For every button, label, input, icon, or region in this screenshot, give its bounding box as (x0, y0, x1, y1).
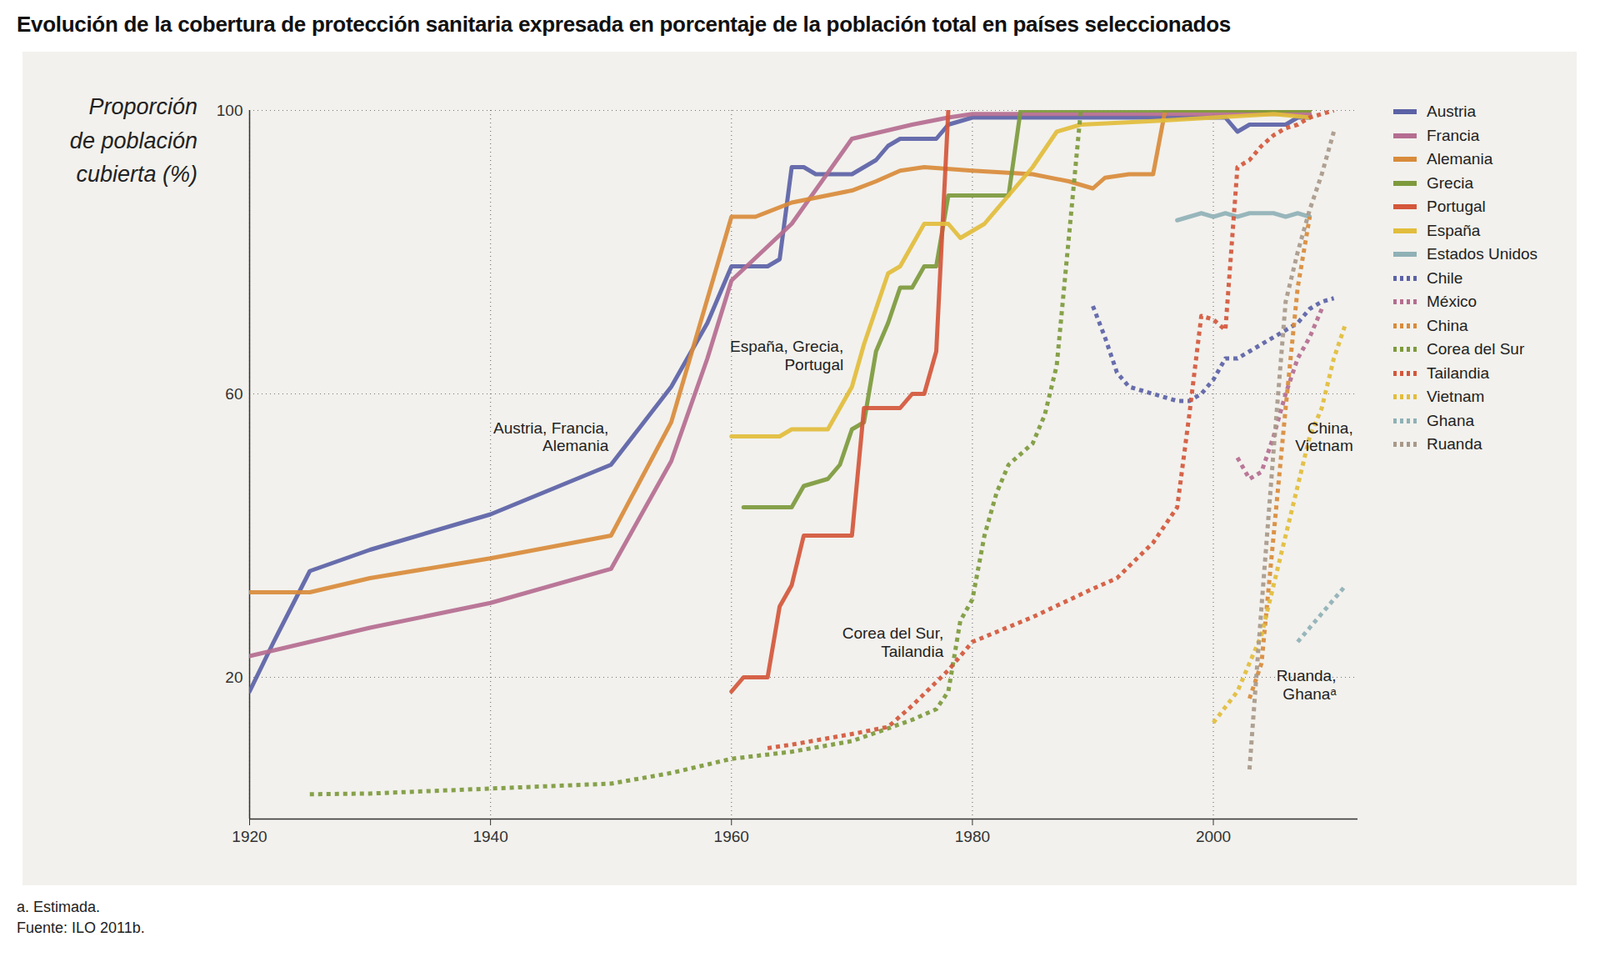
html-text:Fuente: ILO 2011b.: Fuente: ILO 2011b. (16, 919, 145, 936)
svg-text:2000: 2000 (1195, 827, 1231, 845)
svg-text:100: 100 (216, 101, 244, 120)
html-text:Grecia: Grecia (1426, 174, 1474, 192)
html-text:Evolución de la cobertura de p: Evolución de la cobertura de protección … (16, 11, 1231, 37)
html-text:Ghana: Ghana (1426, 411, 1475, 429)
svg-text:Corea del Sur,Tailandia: Corea del Sur,Tailandia (842, 624, 945, 660)
svg-text:China,Vietnam: China,Vietnam (1295, 419, 1353, 455)
html-text:Proporción de población cubier: Proporción de población cubierta (%) (69, 94, 198, 187)
svg-text:1980: 1980 (955, 827, 990, 845)
html-text:Austria: Austria (1426, 102, 1476, 121)
html-text:Ruanda: Ruanda (1426, 435, 1483, 453)
html-text:España: España (1426, 221, 1481, 239)
html-text:Portugal: Portugal (1426, 197, 1486, 216)
html-text:Chile: Chile (1426, 269, 1463, 287)
svg-text:1960: 1960 (714, 827, 750, 845)
html-text:China: China (1426, 316, 1469, 334)
svg-text:Austria, Francia,Alemania: Austria, Francia,Alemania (493, 419, 610, 455)
svg-text:Ruanda,Ghanaᵃ: Ruanda,Ghanaᵃ (1276, 666, 1338, 703)
html-text:a. Estimada.: a. Estimada. (16, 898, 100, 915)
html-text:Estados Unidos: Estados Unidos (1426, 245, 1538, 263)
html-text:Vietnam: Vietnam (1426, 387, 1485, 406)
html-text:Francia: Francia (1426, 126, 1480, 144)
svg-text:1920: 1920 (231, 827, 267, 845)
svg-text:20: 20 (225, 668, 243, 686)
html-text:Alemania: Alemania (1426, 150, 1493, 168)
svg-text:60: 60 (225, 385, 243, 403)
svg-text:1940: 1940 (472, 827, 508, 845)
svg-text:España, Grecia,Portugal: España, Grecia,Portugal (730, 337, 844, 374)
html-text:Tailandia: Tailandia (1426, 364, 1490, 382)
html-text:Corea del Sur: Corea del Sur (1426, 340, 1525, 358)
html-text:México: México (1426, 292, 1477, 311)
